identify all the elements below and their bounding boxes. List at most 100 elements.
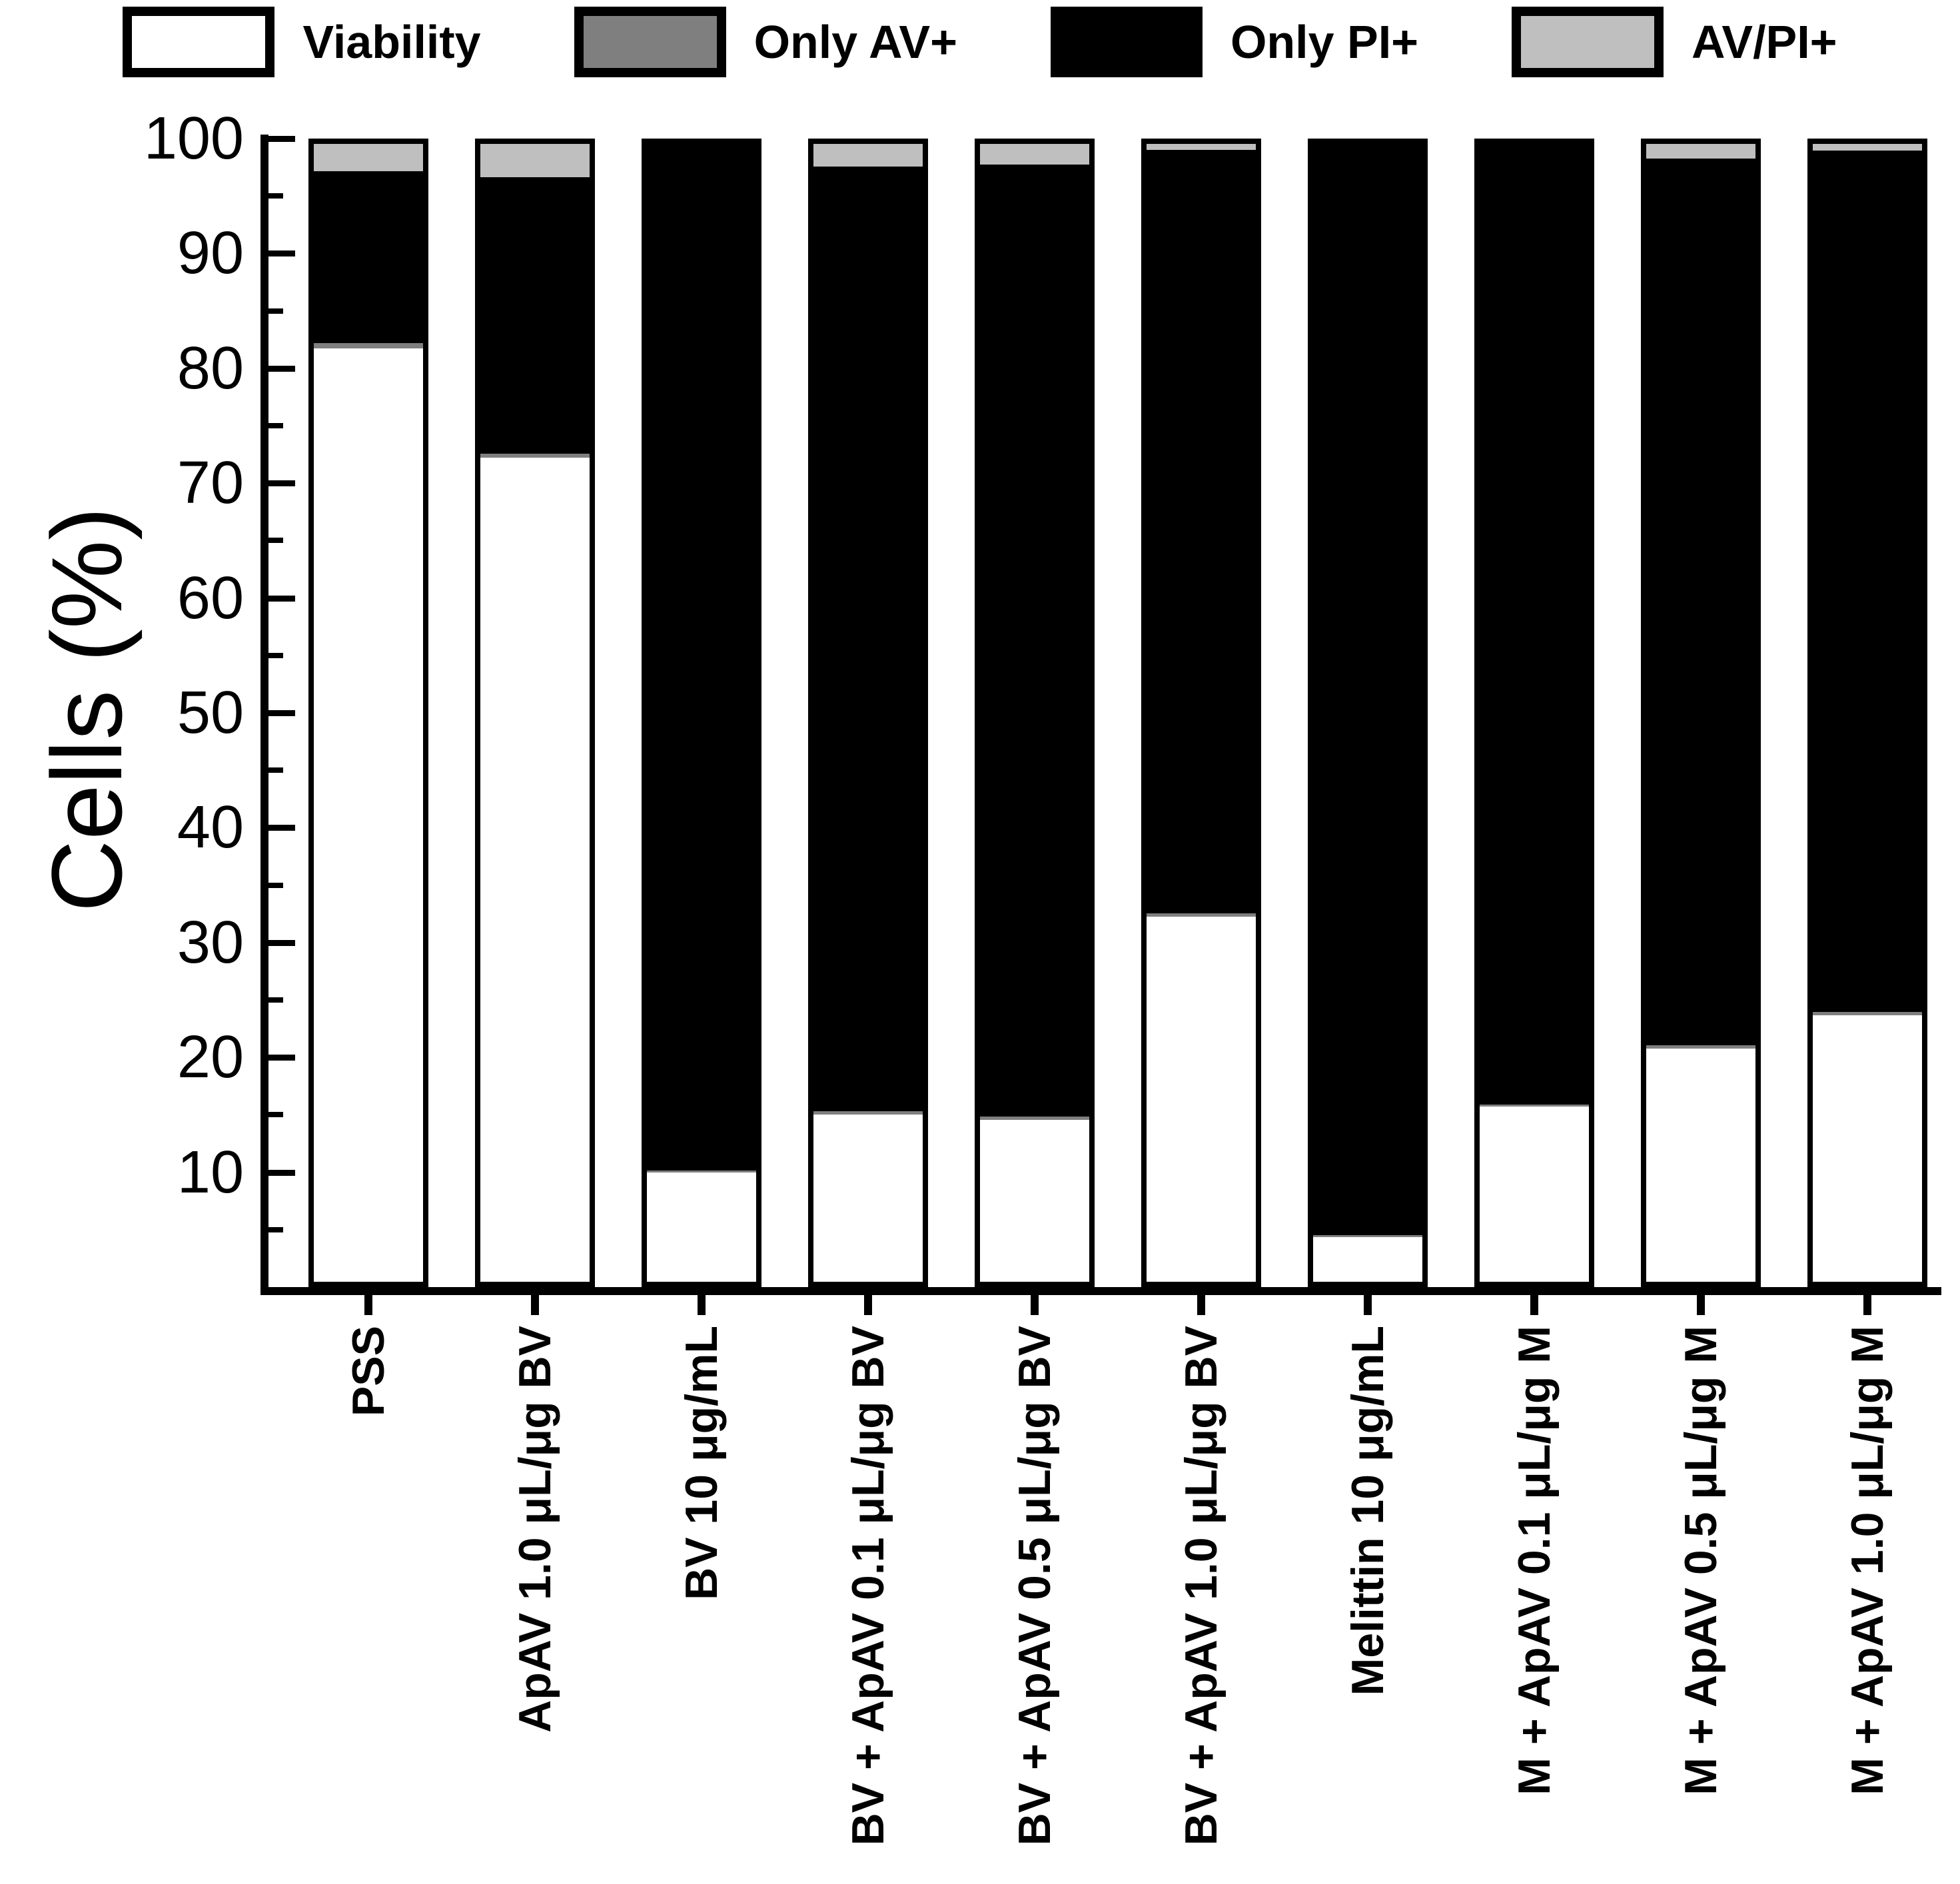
bar-segment-viability xyxy=(480,458,590,1282)
y-tick-label: 40 xyxy=(177,794,244,861)
y-major-tick xyxy=(268,595,295,602)
bar-segment-av-pi- xyxy=(480,144,590,177)
av-pi-swatch-icon xyxy=(1512,7,1664,77)
legend-item-only-pi: Only PI+ xyxy=(1050,7,1419,77)
y-tick-label: 70 xyxy=(177,450,244,517)
bar-segment-viability xyxy=(647,1173,756,1282)
bar-segment-viability xyxy=(1147,916,1256,1282)
bar-segment-only-av- xyxy=(1147,913,1256,917)
y-axis-line xyxy=(260,135,268,1295)
legend-label-viability: Viability xyxy=(302,16,481,68)
bar-segment-av-pi- xyxy=(1646,144,1755,159)
bar-10 xyxy=(1807,139,1927,1287)
bar-segment-only-av- xyxy=(813,1111,923,1115)
legend-label-only-pi: Only PI+ xyxy=(1230,16,1419,68)
bar-segment-only-av- xyxy=(480,453,590,458)
bar-2 xyxy=(475,139,595,1287)
x-tick xyxy=(1197,1295,1205,1315)
bar-segment-only-pi- xyxy=(647,144,756,1171)
bar-5 xyxy=(975,139,1095,1287)
bar-segment-only-av- xyxy=(1480,1104,1589,1107)
x-tick xyxy=(1863,1295,1871,1315)
bar-segment-only-pi- xyxy=(1147,149,1256,913)
x-axis-line xyxy=(260,1287,1941,1295)
bar-segment-only-pi- xyxy=(480,177,590,454)
legend: Viability Only AV+ Only PI+ AV/PI+ xyxy=(0,7,1960,77)
y-tick-label: 90 xyxy=(177,220,244,287)
bar-7 xyxy=(1308,139,1428,1287)
bar-1 xyxy=(308,139,428,1287)
y-major-tick xyxy=(268,1169,295,1176)
bar-segment-only-av- xyxy=(1813,1012,1922,1016)
bar-segment-av-pi- xyxy=(1147,144,1256,150)
bar-3 xyxy=(642,139,761,1287)
x-label-3: BV 10 μg/mL xyxy=(676,1326,727,1600)
x-label-6: BV + ApAV 1.0 μL/μg BV xyxy=(1176,1326,1226,1846)
bar-segment-only-av- xyxy=(647,1170,756,1173)
viability-swatch-icon xyxy=(123,7,275,77)
x-tick xyxy=(364,1295,372,1315)
y-minor-tick xyxy=(268,193,283,199)
y-tick-label: 60 xyxy=(177,564,244,632)
x-tick xyxy=(531,1295,539,1315)
legend-label-only-av: Only AV+ xyxy=(753,16,957,68)
bar-segment-only-pi- xyxy=(1313,144,1422,1235)
legend-item-viability: Viability xyxy=(123,7,481,77)
bar-6 xyxy=(1141,139,1261,1287)
x-tick xyxy=(864,1295,872,1315)
bar-segment-av-pi- xyxy=(813,144,923,167)
y-minor-tick xyxy=(268,997,283,1003)
bar-segment-viability xyxy=(1480,1106,1589,1282)
x-label-8: M + ApAV 0.1 μL/μg M xyxy=(1509,1326,1560,1795)
bar-segment-viability xyxy=(1813,1015,1922,1282)
x-tick xyxy=(1364,1295,1372,1315)
x-tick xyxy=(1031,1295,1039,1315)
bar-8 xyxy=(1474,139,1594,1287)
y-minor-tick xyxy=(268,882,283,888)
bar-segment-viability xyxy=(813,1114,923,1282)
y-minor-tick xyxy=(268,652,283,658)
bar-segment-only-pi- xyxy=(1646,159,1755,1045)
y-tick-label: 100 xyxy=(143,105,244,172)
x-tick xyxy=(1530,1295,1538,1315)
x-tick xyxy=(698,1295,706,1315)
y-minor-tick xyxy=(268,767,283,773)
bar-segment-only-pi- xyxy=(1813,151,1922,1013)
bar-segment-viability xyxy=(314,348,423,1282)
bar-segment-av-pi- xyxy=(1813,144,1922,151)
bar-segment-only-pi- xyxy=(314,171,423,343)
y-tick-label: 50 xyxy=(177,680,244,746)
x-tick xyxy=(1697,1295,1705,1315)
y-major-tick xyxy=(268,365,295,372)
y-major-tick xyxy=(268,825,295,831)
x-label-1: PSS xyxy=(343,1326,394,1417)
y-tick-label: 20 xyxy=(177,1024,244,1091)
y-minor-tick xyxy=(268,308,283,314)
y-major-tick xyxy=(268,480,295,487)
legend-item-only-av: Only AV+ xyxy=(574,7,957,77)
y-minor-tick xyxy=(268,1226,283,1232)
bar-segment-av-pi- xyxy=(980,144,1089,165)
only-av-swatch-icon xyxy=(574,7,726,77)
x-label-2: ApAV 1.0 μL/μg BV xyxy=(510,1326,560,1733)
y-minor-tick xyxy=(268,1112,283,1118)
bar-4 xyxy=(808,139,928,1287)
bar-segment-viability xyxy=(1646,1048,1755,1282)
bar-segment-only-av- xyxy=(1313,1234,1422,1238)
bar-9 xyxy=(1641,139,1761,1287)
bar-segment-only-pi- xyxy=(1480,144,1589,1105)
bar-segment-only-av- xyxy=(980,1117,1089,1121)
y-major-tick xyxy=(268,1055,295,1061)
y-tick-label: 80 xyxy=(177,334,244,402)
x-label-9: M + ApAV 0.5 μL/μg M xyxy=(1676,1326,1726,1795)
x-label-4: BV + ApAV 0.1 μL/μg BV xyxy=(843,1326,893,1846)
bar-segment-only-av- xyxy=(314,342,423,349)
bar-segment-viability xyxy=(980,1120,1089,1282)
bar-segment-viability xyxy=(1313,1237,1422,1282)
bar-segment-av-pi- xyxy=(314,144,423,171)
x-label-10: M + ApAV 1.0 μL/μg M xyxy=(1842,1326,1893,1795)
y-tick-label: 10 xyxy=(177,1139,244,1206)
bar-segment-only-pi- xyxy=(980,164,1089,1117)
y-minor-tick xyxy=(268,538,283,544)
